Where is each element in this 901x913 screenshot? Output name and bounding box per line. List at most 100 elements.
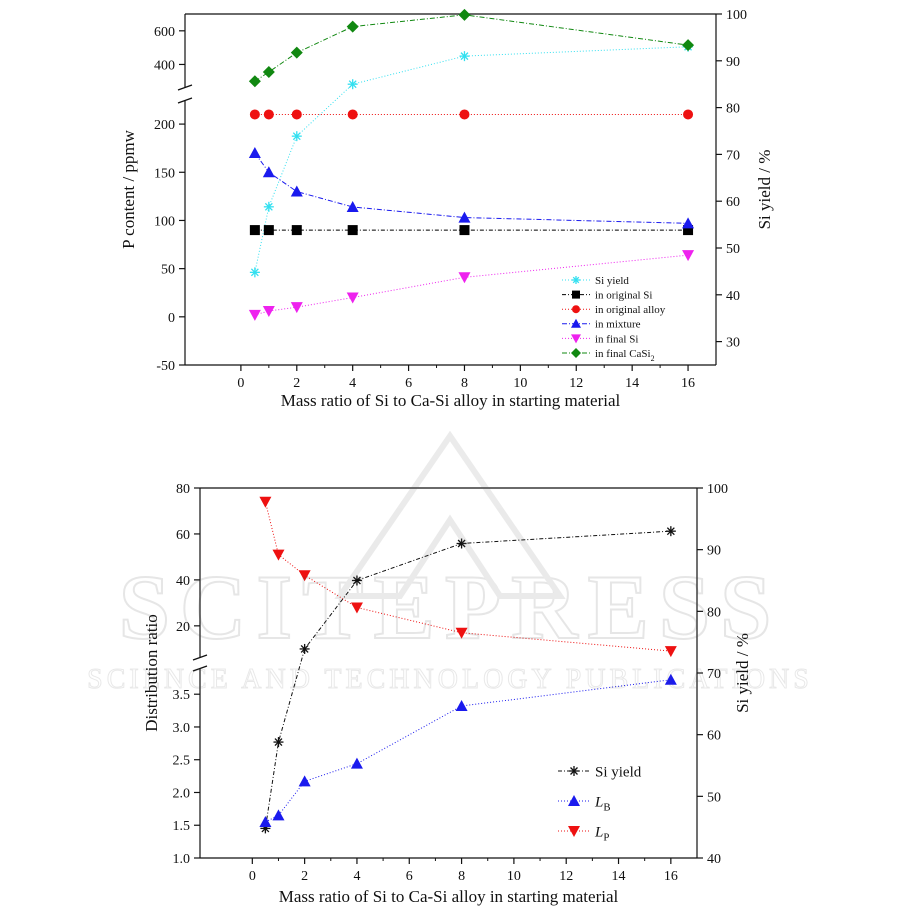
data-point (568, 826, 580, 837)
y-tick-label: 20 (176, 620, 190, 635)
data-point (458, 272, 471, 284)
watermark-logo-shape (334, 430, 566, 599)
y2-axis-label: Si yield / % (755, 150, 774, 230)
series-in-original-si (249, 225, 694, 236)
data-point (291, 225, 302, 236)
y2-tick-label: 70 (726, 148, 740, 163)
x-tick-label: 16 (664, 869, 678, 884)
data-point (262, 166, 275, 178)
data-point (351, 575, 362, 586)
data-point (248, 75, 261, 88)
data-point (459, 225, 470, 236)
legend-label: in final Si (595, 333, 638, 345)
x-tick-label: 0 (249, 869, 256, 884)
y2-tick-label: 80 (726, 102, 740, 117)
y2-tick-label: 90 (707, 544, 721, 559)
data-point (272, 809, 285, 821)
y-axis-label: P content / ppmw (119, 129, 138, 249)
data-point (665, 526, 676, 537)
y-tick-label: 1.0 (173, 852, 191, 867)
legend-label-text: in final Si (595, 333, 638, 345)
data-point (458, 8, 471, 21)
data-point (272, 549, 285, 561)
x-tick-label: 8 (461, 376, 468, 391)
y2-tick-label: 60 (726, 195, 740, 210)
data-point (682, 250, 695, 262)
data-point (249, 109, 260, 120)
legend-label-text: Si yield (595, 764, 642, 780)
series-si-yield (260, 526, 676, 834)
watermark-subtitle: SCIENCE AND TECHNOLOGY PUBLICATIONS (87, 664, 813, 695)
data-point (664, 673, 677, 685)
y-tick-label: 150 (154, 166, 175, 181)
data-point (290, 302, 303, 314)
legend-label-subscript: P (603, 831, 609, 843)
y2-tick-label: 90 (726, 55, 740, 70)
legend-label-text: in original alloy (595, 304, 666, 316)
series-in-original-alloy (249, 109, 694, 120)
data-point (571, 334, 581, 344)
data-point (346, 20, 359, 33)
data-point (248, 147, 261, 158)
legend-label: in original Si (595, 289, 652, 301)
data-point (572, 290, 580, 299)
x-tick-label: 4 (353, 869, 360, 884)
y-tick-label: 100 (154, 214, 175, 229)
y-tick-label: 50 (161, 263, 175, 278)
data-point (273, 737, 284, 748)
data-point (456, 538, 467, 549)
y2-tick-label: 40 (726, 289, 740, 304)
data-point (259, 815, 272, 827)
y-axis-label: Distribution ratio (142, 614, 161, 732)
data-point (299, 643, 310, 654)
y-tick-label: 80 (176, 482, 190, 497)
data-point (248, 309, 261, 321)
data-point (568, 795, 580, 806)
data-point (290, 185, 303, 197)
data-point (571, 318, 581, 328)
legend-label: in original alloy (595, 304, 666, 316)
data-point (682, 217, 695, 229)
data-point (683, 225, 694, 236)
data-point (249, 225, 260, 236)
chart-panel-2: 0 2 4 6 8 10 12 14 16 1.0 1.5 2.0 2.5 3.0 3.5 20 40 60 80 4… (142, 482, 752, 906)
y2-tick-label: 40 (707, 852, 721, 867)
x-tick-label: 6 (406, 869, 413, 884)
data-point (572, 276, 580, 284)
y-tick-label: -50 (156, 359, 175, 374)
series-lb (259, 673, 677, 827)
series-in-mixture (248, 147, 695, 229)
legend-label: in mixture (595, 319, 641, 331)
series-line (264, 501, 671, 652)
legend-label-subscript: 2 (651, 354, 655, 363)
legend: Si yield in original Si in original alloy i… (562, 275, 666, 363)
y-tick-label: 0 (168, 311, 175, 326)
watermark: SCITEPRESS SCIENCE AND TECHNOLOGY PUBLICA… (87, 430, 813, 696)
data-point (346, 292, 359, 304)
data-point (455, 627, 468, 639)
series-in-final-si (248, 250, 695, 321)
y-tick-label: 200 (154, 118, 175, 133)
axis-break-mark (177, 84, 193, 104)
data-point (347, 109, 358, 120)
y2-tick-label: 50 (726, 242, 740, 257)
watermark-title: SCITEPRESS (119, 556, 781, 658)
data-point (459, 109, 470, 120)
data-point (291, 131, 302, 142)
x-tick-label: 0 (237, 376, 244, 391)
legend-label-text: in original Si (595, 289, 652, 301)
data-point (664, 646, 677, 658)
data-point (259, 496, 272, 508)
x-tick-label: 6 (405, 376, 412, 391)
x-axis-label: Mass ratio of Si to Ca-Si alloy in start… (279, 887, 619, 906)
x-tick-label: 2 (293, 376, 300, 391)
y2-tick-label: 30 (726, 336, 740, 351)
data-point (682, 39, 695, 52)
x-tick-label: 8 (458, 869, 465, 884)
data-point (263, 201, 274, 212)
legend-label-text: Si yield (595, 275, 629, 287)
y-tick-label: 40 (176, 574, 190, 589)
data-point (262, 306, 275, 318)
data-point (459, 51, 470, 62)
